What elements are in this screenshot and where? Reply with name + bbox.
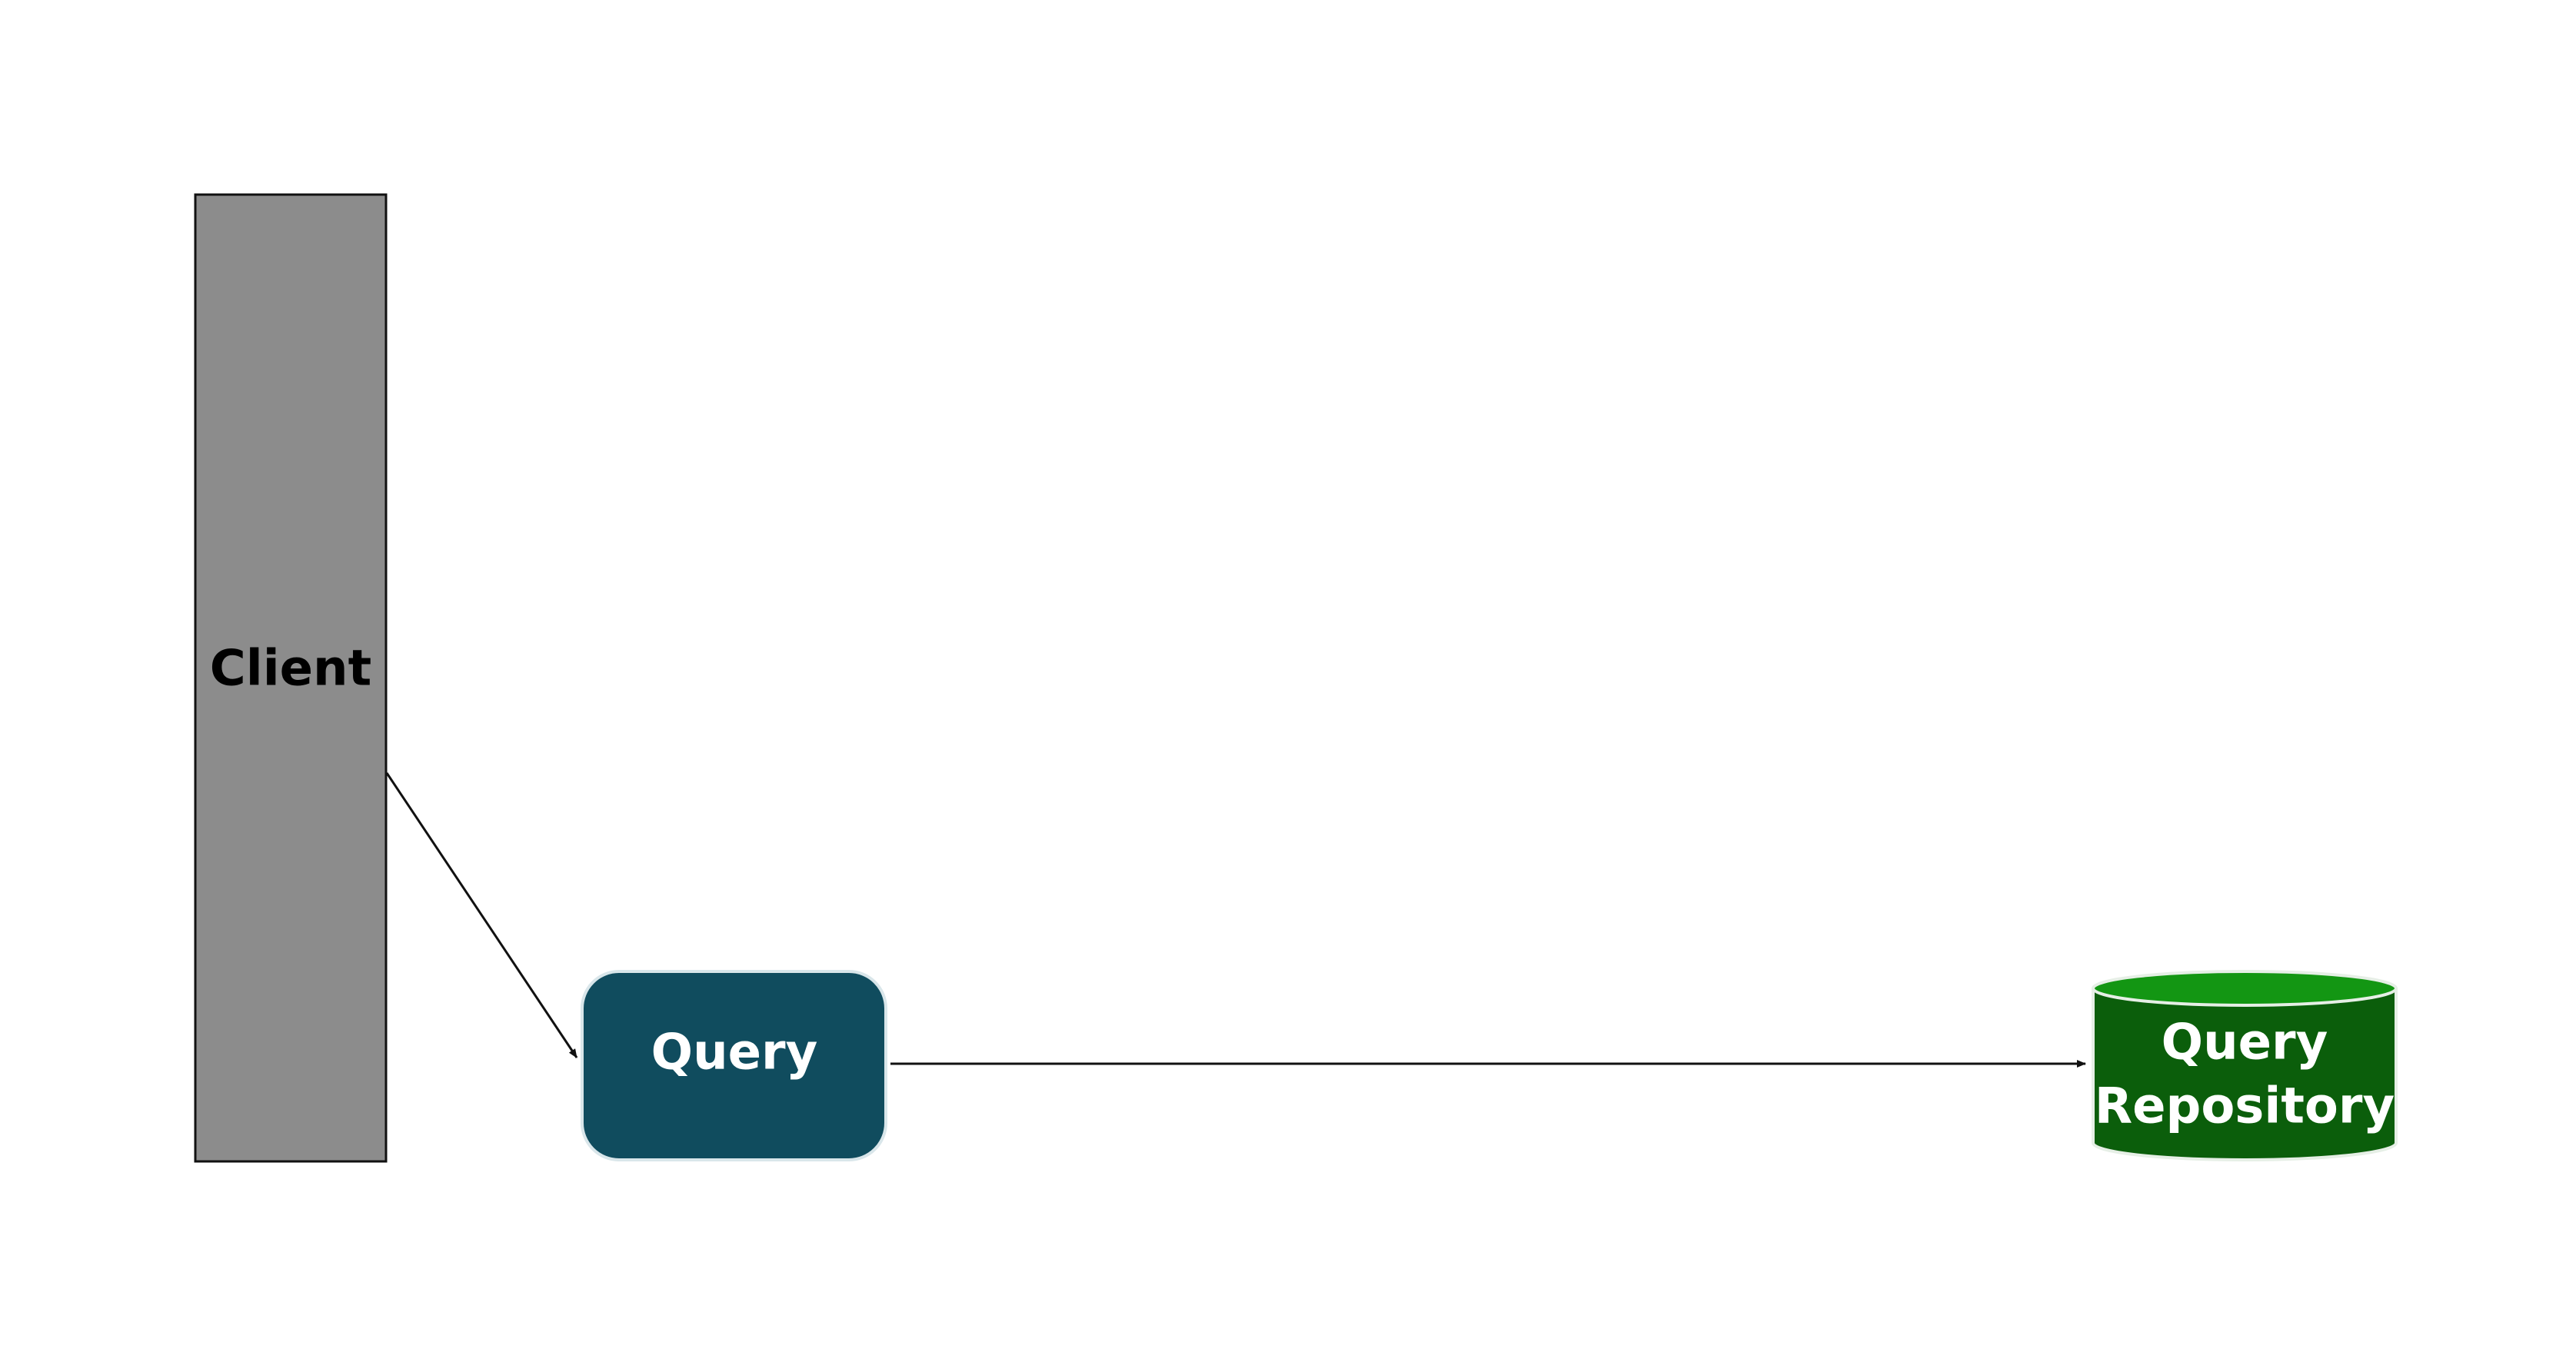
edge-client-to-query (385, 772, 578, 1058)
repository-body (2092, 988, 2398, 1161)
repository-label-line2: Repository (2095, 1078, 2395, 1135)
client-label: Client (210, 641, 371, 698)
repository-top (2092, 970, 2398, 1007)
repository-label-line1: Query (2162, 1014, 2328, 1071)
client-node[interactable]: Client (194, 193, 388, 1163)
query-box (581, 970, 887, 1161)
query-node[interactable]: Query (581, 970, 887, 1161)
query-repository-node[interactable]: Query Repository (2092, 970, 2398, 1161)
query-label: Query (651, 1024, 818, 1081)
client-box (194, 193, 388, 1163)
